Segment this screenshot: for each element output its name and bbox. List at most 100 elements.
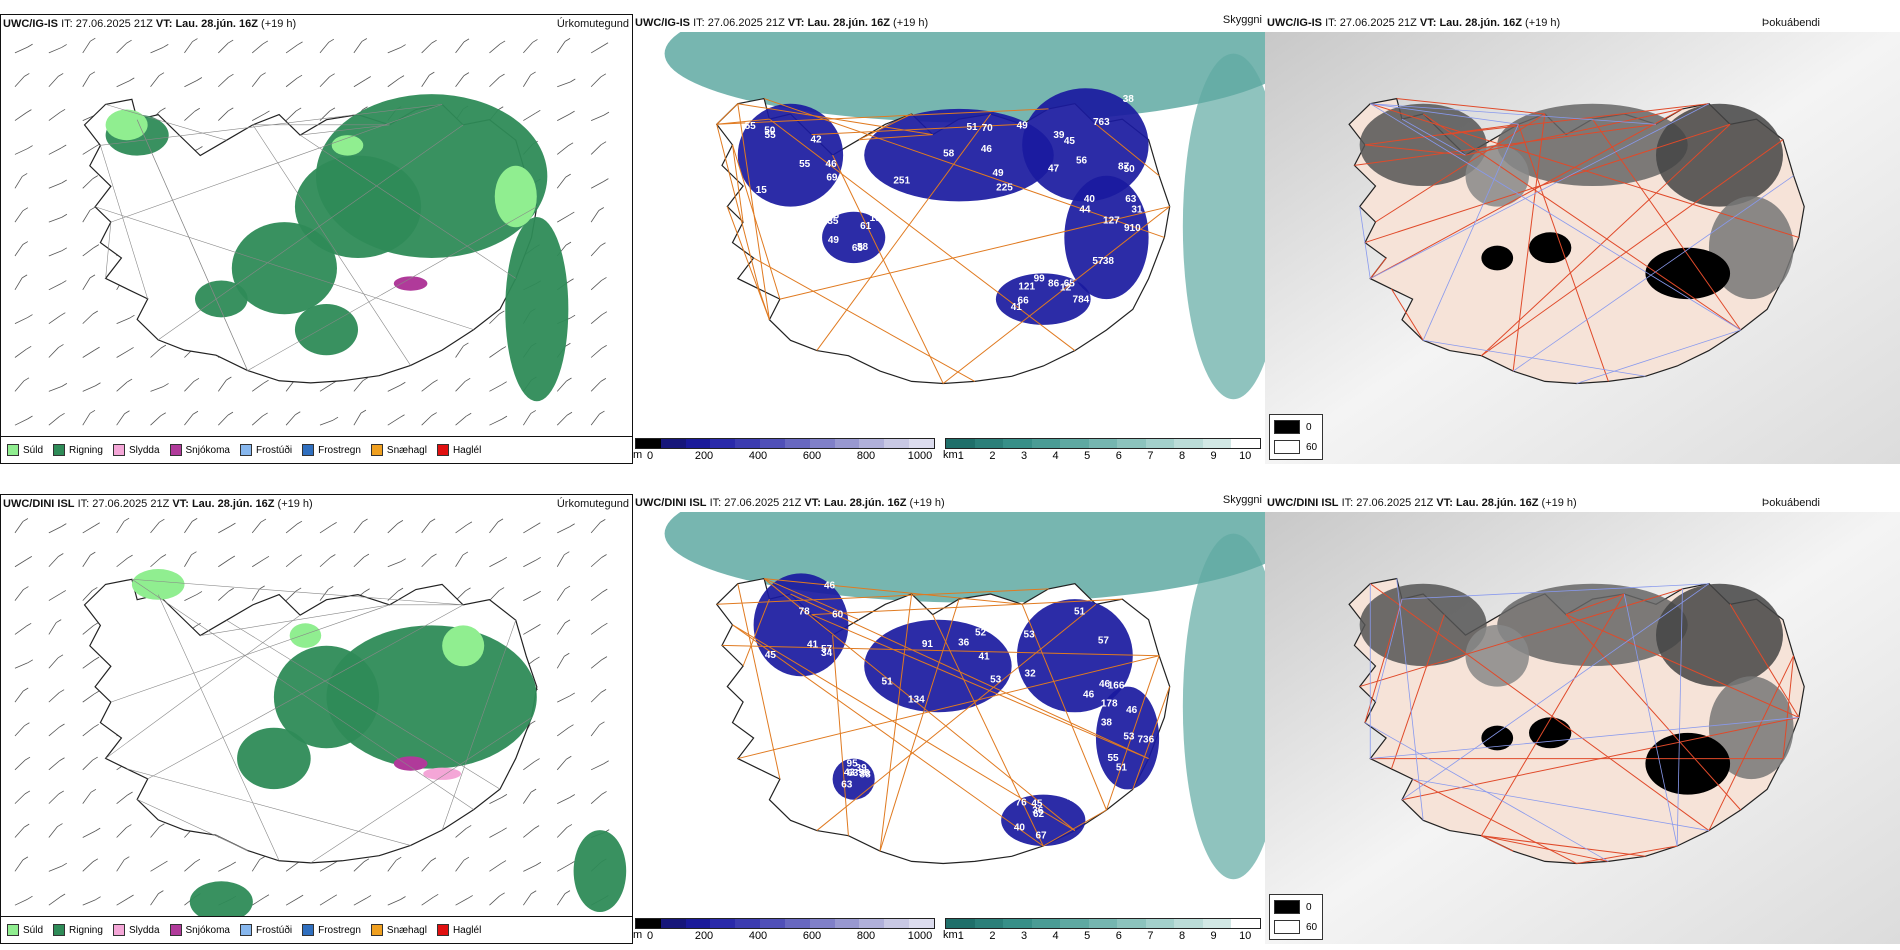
wind-barb — [556, 588, 566, 601]
road-line — [1782, 655, 1795, 759]
colorbar-bin — [1231, 439, 1261, 448]
wind-barb — [603, 111, 610, 116]
wind-barb — [82, 625, 94, 635]
cloud-base-value: 42 — [810, 135, 822, 146]
road-line — [811, 123, 1023, 136]
road-line — [732, 624, 1076, 832]
wind-barb — [363, 858, 370, 863]
colorbar-tick: 400 — [748, 930, 768, 942]
wind-barb — [196, 77, 203, 81]
legend-item: Slydda — [112, 444, 160, 456]
wind-barb — [22, 207, 29, 212]
road-line — [1565, 593, 1625, 616]
wind-barb — [431, 39, 437, 44]
wind-barb — [462, 551, 469, 556]
wind-barb — [523, 593, 536, 601]
wind-barb — [590, 557, 602, 568]
wind-barb — [396, 856, 402, 861]
wind-barb — [92, 587, 98, 591]
wind-barb — [251, 859, 261, 872]
low-cloud-area — [737, 103, 844, 207]
wind-barb — [82, 693, 95, 703]
wind-barb — [600, 242, 606, 247]
wind-barb — [489, 418, 503, 426]
wind-barb — [590, 144, 602, 155]
wind-barb — [603, 760, 609, 765]
legend-swatch — [112, 444, 125, 456]
wind-barb — [556, 827, 568, 838]
wind-barb — [60, 590, 66, 594]
legend-swatch — [370, 924, 383, 936]
colorbar-tick: 600 — [802, 450, 822, 462]
colorbar-tick: 9 — [1210, 450, 1217, 462]
wind-barb — [259, 856, 265, 860]
wind-barb — [599, 721, 605, 726]
wind-barb — [285, 44, 298, 54]
wind-barb — [353, 556, 365, 568]
wind-barb — [501, 415, 508, 420]
wind-barb — [499, 73, 505, 78]
wind-barb — [92, 858, 99, 863]
colorbar-tick: 2 — [989, 450, 996, 462]
wind-barb — [230, 861, 236, 866]
cloud-base-value: 49 — [828, 235, 840, 246]
wind-barb — [89, 206, 96, 211]
colorbar-bin — [884, 439, 910, 448]
wind-barb — [387, 523, 399, 534]
river-line — [1370, 717, 1799, 759]
vt-label: VT: — [172, 498, 189, 510]
wind-barb — [14, 898, 28, 906]
it-value: 27.06.2025 21Z — [75, 18, 153, 30]
colorbar-bin — [1231, 919, 1261, 928]
wind-barb — [569, 794, 575, 798]
wind-barb — [27, 145, 33, 149]
wind-barb — [82, 413, 91, 426]
colorbar-bin — [1060, 439, 1089, 448]
wind-barb — [556, 176, 567, 189]
wind-barb — [194, 858, 201, 863]
road-line — [726, 206, 770, 320]
wind-barb — [95, 896, 101, 901]
wind-barb — [82, 247, 95, 257]
wind-barb — [150, 386, 164, 392]
wind-barb — [465, 587, 471, 592]
colorbar-tick: 1000 — [907, 930, 933, 942]
wind-barb — [567, 142, 574, 147]
fog-legend-low: 0 — [1306, 901, 1312, 913]
colorbar-bin — [1031, 919, 1061, 928]
wind-barb — [387, 47, 401, 54]
road-line — [1517, 124, 1609, 382]
wind-barb — [601, 345, 607, 349]
fog-legend-swatch-low — [1274, 900, 1300, 914]
wind-barb — [400, 44, 406, 48]
road-line — [942, 206, 1170, 384]
wind-barb — [251, 521, 262, 534]
wind-barb — [116, 794, 128, 804]
it-label: IT: — [693, 17, 705, 29]
road-line — [742, 598, 770, 667]
lead-time: (+19 h) — [1525, 17, 1561, 29]
cloud-base-value: 41 — [1011, 302, 1023, 313]
road-line — [816, 603, 1097, 831]
cloud-base-value: 78 — [799, 607, 811, 618]
road-line — [763, 98, 1165, 238]
wind-barb — [251, 415, 263, 426]
rain-area — [573, 830, 627, 913]
wind-barb — [48, 526, 62, 534]
wind-barb — [598, 207, 604, 211]
wind-barb — [600, 73, 607, 78]
model-name: UWC/IG-IS — [1267, 17, 1322, 29]
panel-title: Þokuábendi — [1761, 17, 1820, 29]
wind-barb — [353, 521, 363, 534]
legend-swatch — [7, 444, 19, 456]
cloud-base-value: 12 — [1060, 282, 1072, 293]
cloud-base-value: 51 — [1074, 606, 1086, 617]
wind-barb — [82, 313, 94, 324]
wind-barb — [556, 893, 566, 906]
wind-barb — [228, 73, 234, 78]
model-name: UWC/IG-IS — [635, 17, 690, 29]
road-line — [737, 103, 933, 136]
wind-barb — [361, 38, 368, 42]
wind-barb — [590, 413, 600, 426]
wind-barb — [319, 864, 333, 872]
